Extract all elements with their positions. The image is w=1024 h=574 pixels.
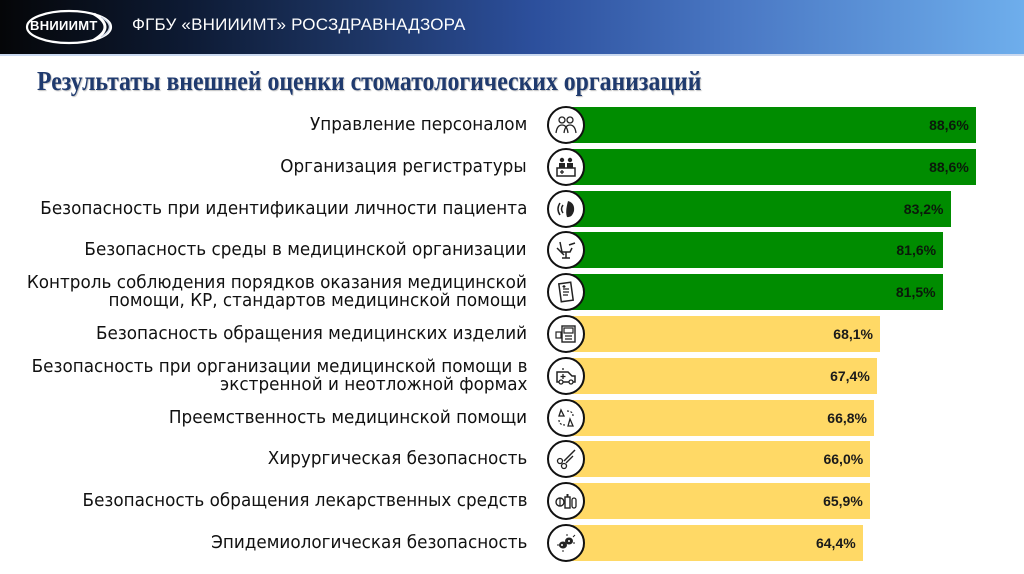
bar-row: Безопасность среды в медицинской организ… [0,231,1024,270]
ambulance-icon [547,356,585,395]
value-label: 65,9% [823,493,863,510]
category-label: Хирургическая безопасность [267,449,527,470]
bar: 68,1% [570,316,880,352]
category-label: Безопасность среды в медицинской организ… [84,240,527,261]
category-label: Безопасность при организации медицинской… [31,358,527,394]
bar: 81,5% [570,274,943,311]
bar-row: Контроль соблюдения порядков оказания ме… [0,273,1024,312]
bar-row: Управление персоналом 88,6% [0,106,1024,144]
category-label: Безопасность при идентификации личности … [39,198,527,219]
value-label: 68,1% [833,326,873,342]
category-label: Безопасность обращения медицинских издел… [95,324,527,344]
category-label: Контроль соблюдения порядков оказания ме… [27,274,527,310]
category-label: Организация регистратуры [280,156,527,177]
logo-text: ВНИИИМТ [30,18,98,33]
bar-row: Эпидемиологическая безопасность 64,4% [0,524,1024,562]
category-label: Преемственность медицинской помощи [168,407,527,428]
bar-row: Безопасность обращения медицинских издел… [0,315,1024,353]
value-label: 66,8% [827,409,867,426]
bar-row: Хирургическая безопасность 66,0% [0,440,1024,479]
value-label: 64,4% [815,535,856,551]
value-label: 81,6% [896,242,937,259]
medicines-icon [547,482,585,521]
bar: 88,6% [570,148,976,185]
staff-icon [547,106,585,144]
header-banner: ВНИИИМТ ФГБУ «ВНИИИМТ» РОСЗДРАВНАДЗОРА [0,0,1024,56]
value-label: 81,5% [895,284,936,301]
identification-icon [547,189,585,228]
bar: 65,9% [570,483,870,520]
organization-name: ФГБУ «ВНИИИМТ» РОСЗДРАВНАДЗОРА [132,15,466,34]
bar: 67,4% [570,357,877,394]
bar: 88,6% [570,107,976,143]
document-icon [547,273,585,312]
bar: 66,0% [570,441,871,478]
value-label: 88,6% [929,158,969,175]
value-label: 88,6% [929,117,969,133]
category-label: Безопасность обращения лекарственных сре… [82,491,527,512]
value-label: 83,2% [903,200,944,217]
bar-row: Преемственность медицинской помощи 66,8% [0,398,1024,437]
medical-device-icon [547,315,585,353]
label-text: Безопасность при организации медицинской… [31,356,527,395]
category-label: Управление персоналом [309,115,527,135]
bar-row: Безопасность обращения лекарственных сре… [0,482,1024,521]
surgical-scissors-icon [547,440,585,479]
bar-row: Безопасность при организации медицинской… [0,356,1024,395]
bacteria-icon [547,524,585,562]
bar-row: Организация регистратуры 88,6% [0,147,1024,186]
bar: 81,6% [570,232,944,269]
logo-ring-icon [25,9,113,45]
dental-chair-icon [547,231,585,270]
label-text: Контроль соблюдения порядков оказания ме… [26,273,527,312]
reception-icon [547,147,585,186]
bar: 83,2% [570,190,951,227]
bar-row: Безопасность при идентификации личности … [0,189,1024,228]
value-label: 66,0% [823,451,864,468]
bar: 66,8% [570,399,874,436]
bar: 64,4% [570,525,863,561]
category-label: Эпидемиологическая безопасность [210,533,527,553]
page-title: Результаты внешней оценки стоматологичес… [37,66,702,96]
continuity-icon [547,398,585,437]
value-label: 67,4% [830,367,870,384]
